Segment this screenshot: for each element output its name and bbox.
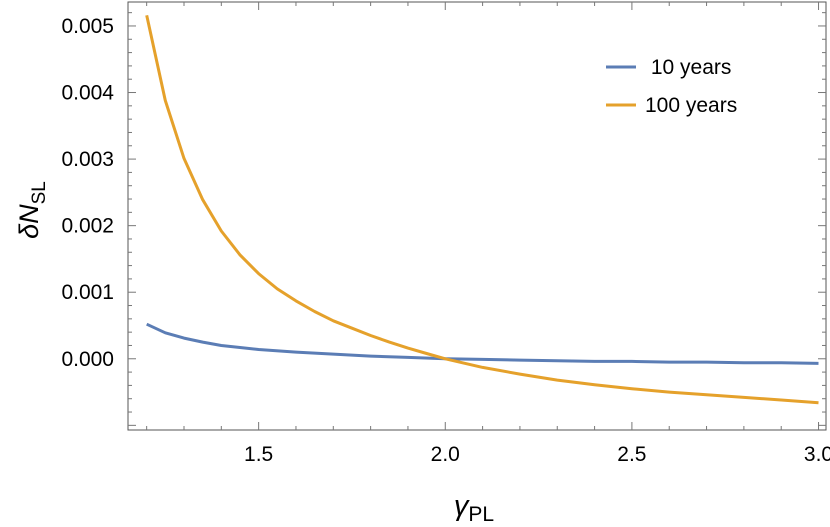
x-axis-title-main: γ	[454, 490, 470, 522]
x-tick-label: 3.0	[804, 443, 830, 466]
series-line-10-years	[146, 322, 819, 365]
x-tick-label: 1.5	[244, 443, 273, 466]
legend-label-100-years: 100 years	[645, 94, 737, 117]
y-tick-label: 0.000	[61, 348, 114, 371]
y-tick-label: 0.003	[61, 148, 114, 171]
y-axis-title-main: δN	[14, 204, 44, 239]
x-axis-title: γPL	[454, 490, 494, 526]
x-tick-label: 2.0	[431, 443, 460, 466]
series-line-100-years	[145, 14, 819, 405]
series-layer	[145, 14, 819, 405]
x-ticks: 1.5 2.0 2.5 3.0	[146, 2, 830, 466]
legend-label-10-years: 10 years	[645, 56, 731, 79]
y-ticks: 0.000 0.001 0.002 0.003 0.004 0.005	[61, 12, 826, 426]
plot-frame	[127, 1, 827, 431]
y-tick-label: 0.001	[61, 281, 114, 304]
y-axis-title-sub: SL	[29, 181, 50, 204]
x-axis-title-sub: PL	[468, 503, 494, 526]
y-tick-label: 0.004	[61, 82, 114, 105]
y-axis-title: δNSL	[14, 181, 50, 239]
y-tick-label: 0.002	[61, 215, 114, 238]
legend: 10 years 100 years	[606, 56, 737, 117]
x-tick-label: 2.5	[617, 443, 646, 466]
y-tick-label: 0.005	[61, 15, 114, 38]
